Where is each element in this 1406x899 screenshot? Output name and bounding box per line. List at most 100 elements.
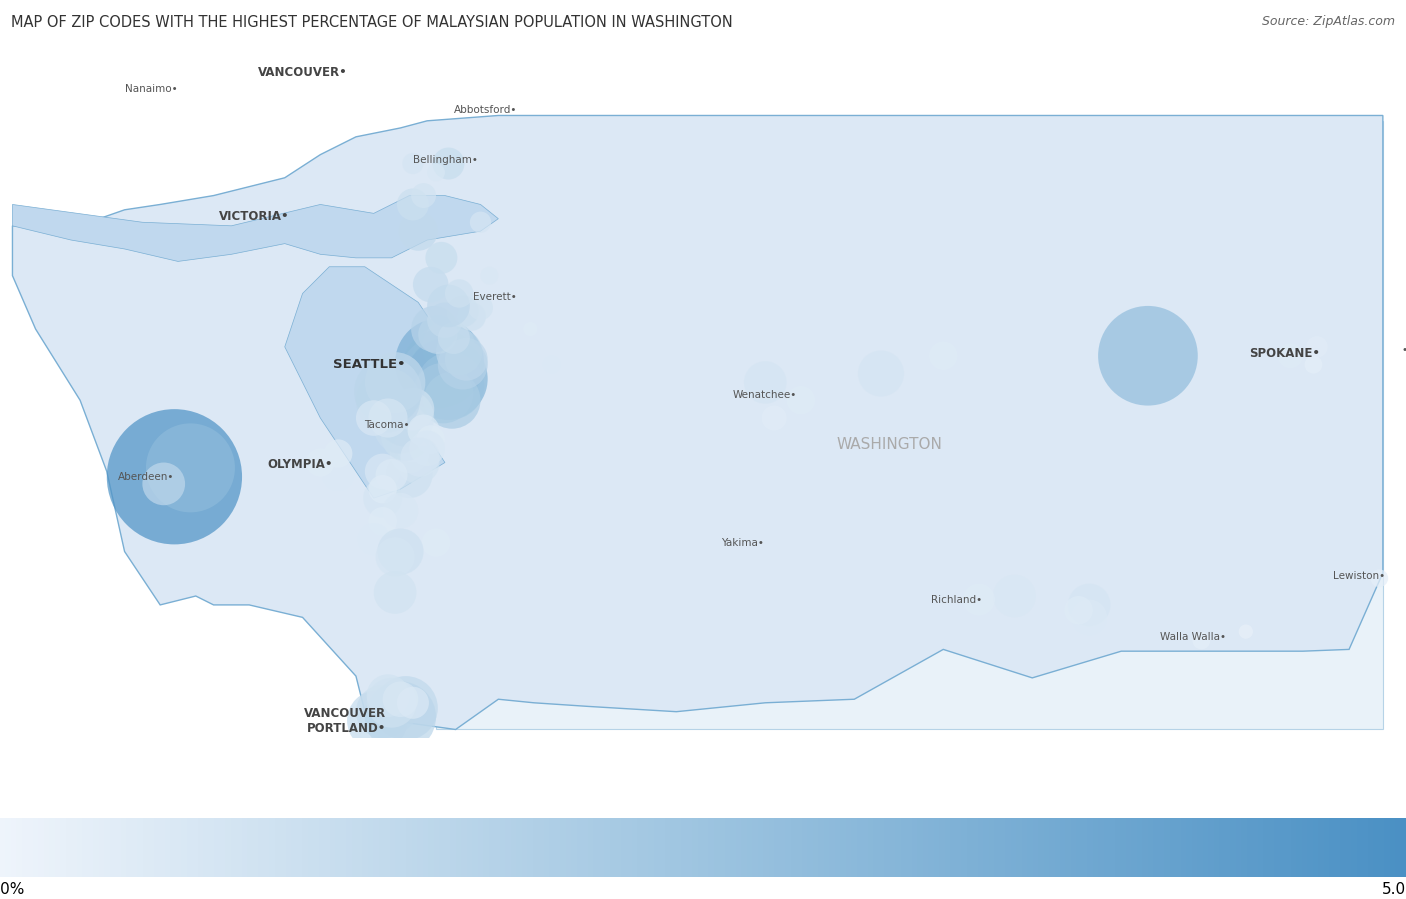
Text: MAP OF ZIP CODES WITH THE HIGHEST PERCENTAGE OF MALAYSIAN POPULATION IN WASHINGT: MAP OF ZIP CODES WITH THE HIGHEST PERCEN… — [11, 15, 733, 31]
Circle shape — [357, 523, 389, 555]
Text: Walla Walla•: Walla Walla• — [1160, 632, 1226, 642]
Circle shape — [411, 183, 436, 208]
Circle shape — [426, 242, 457, 274]
Circle shape — [413, 324, 477, 387]
Circle shape — [437, 322, 470, 354]
Circle shape — [368, 475, 396, 503]
Text: Bellingham•: Bellingham• — [413, 155, 478, 165]
Circle shape — [1192, 632, 1211, 649]
Circle shape — [1071, 600, 1107, 636]
Circle shape — [377, 389, 434, 447]
Circle shape — [146, 423, 235, 512]
Circle shape — [744, 361, 786, 404]
Circle shape — [356, 685, 409, 738]
Circle shape — [381, 411, 430, 461]
Circle shape — [354, 358, 422, 425]
Circle shape — [406, 338, 488, 420]
Circle shape — [307, 449, 335, 476]
Bar — [436, 120, 1384, 729]
Circle shape — [396, 441, 440, 484]
Circle shape — [396, 189, 429, 220]
Text: Tacoma•: Tacoma• — [364, 420, 409, 430]
Circle shape — [374, 690, 416, 733]
Circle shape — [408, 414, 440, 447]
Circle shape — [409, 431, 444, 466]
Text: Richland•: Richland• — [931, 594, 983, 604]
Text: Yakima•: Yakima• — [721, 538, 763, 547]
Circle shape — [367, 678, 416, 727]
Circle shape — [436, 329, 482, 375]
Text: WASHINGTON: WASHINGTON — [837, 437, 943, 452]
Circle shape — [413, 363, 474, 423]
Text: Lewiston•: Lewiston• — [1333, 572, 1385, 582]
Circle shape — [481, 267, 498, 285]
Circle shape — [1305, 356, 1323, 374]
Circle shape — [356, 369, 420, 432]
Circle shape — [423, 372, 481, 429]
Circle shape — [427, 285, 470, 327]
Circle shape — [142, 462, 186, 505]
Circle shape — [322, 459, 354, 491]
Circle shape — [401, 338, 471, 409]
Circle shape — [963, 583, 995, 616]
Circle shape — [363, 478, 402, 518]
Circle shape — [374, 571, 416, 614]
Text: Everett•: Everett• — [474, 292, 517, 302]
Circle shape — [374, 400, 427, 454]
Circle shape — [387, 452, 433, 498]
Circle shape — [364, 454, 401, 489]
Circle shape — [1371, 569, 1388, 587]
Circle shape — [1064, 596, 1092, 625]
Circle shape — [382, 681, 418, 717]
Circle shape — [402, 153, 423, 174]
Circle shape — [444, 280, 474, 307]
Text: Nanaimo•: Nanaimo• — [125, 84, 177, 93]
Circle shape — [416, 352, 484, 420]
Circle shape — [356, 400, 391, 436]
Circle shape — [1239, 625, 1253, 638]
Text: Source: ZipAtlas.com: Source: ZipAtlas.com — [1261, 15, 1395, 28]
Circle shape — [1306, 336, 1327, 358]
Circle shape — [416, 425, 444, 454]
Polygon shape — [13, 196, 498, 262]
Circle shape — [427, 164, 444, 182]
Circle shape — [364, 352, 426, 413]
Circle shape — [107, 409, 242, 545]
Text: VICTORIA•: VICTORIA• — [219, 210, 290, 224]
Circle shape — [323, 440, 353, 467]
Circle shape — [395, 318, 484, 407]
Circle shape — [368, 398, 408, 438]
Circle shape — [433, 147, 464, 180]
Circle shape — [786, 386, 815, 414]
Circle shape — [444, 338, 488, 380]
Text: SPOKANE•: SPOKANE• — [1250, 348, 1320, 360]
Circle shape — [447, 295, 479, 327]
Circle shape — [377, 529, 423, 574]
Circle shape — [367, 674, 409, 717]
Circle shape — [402, 329, 481, 407]
Text: OLYMPIA•: OLYMPIA• — [267, 458, 333, 471]
Circle shape — [401, 438, 440, 476]
Circle shape — [413, 267, 449, 302]
Circle shape — [391, 387, 434, 431]
Circle shape — [1278, 343, 1303, 369]
Circle shape — [470, 211, 491, 233]
Circle shape — [382, 493, 418, 529]
Circle shape — [929, 342, 957, 370]
Circle shape — [396, 687, 429, 719]
Circle shape — [437, 340, 488, 389]
Circle shape — [375, 459, 408, 491]
Polygon shape — [13, 115, 1384, 729]
Circle shape — [858, 351, 904, 396]
Circle shape — [1067, 583, 1111, 627]
Text: Aberdeen•: Aberdeen• — [118, 472, 174, 482]
Text: •Coeur d'Alene: •Coeur d'Alene — [1402, 345, 1406, 355]
Circle shape — [347, 690, 408, 751]
Circle shape — [411, 306, 457, 352]
Circle shape — [399, 211, 437, 251]
Text: SEATTLE•: SEATTLE• — [333, 358, 406, 371]
Circle shape — [993, 574, 1036, 618]
Circle shape — [422, 529, 450, 556]
Circle shape — [422, 320, 475, 374]
Circle shape — [543, 356, 561, 374]
